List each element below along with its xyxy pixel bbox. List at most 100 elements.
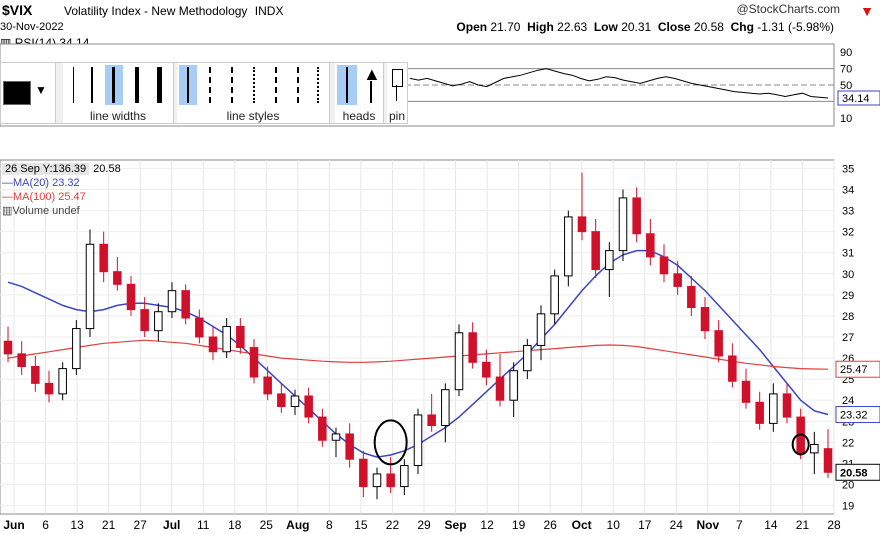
candle: [523, 339, 532, 380]
candle-body: [181, 290, 190, 319]
x-tick-label: 14: [764, 518, 778, 532]
candle-body: [99, 243, 108, 273]
candle-body: [386, 473, 395, 488]
candle: [687, 275, 696, 316]
width-1-option[interactable]: [73, 67, 74, 103]
width-4-option[interactable]: [135, 67, 139, 103]
style-dash2-option[interactable]: [231, 67, 233, 103]
ma20-legend: —MA(20) 23.32: [2, 177, 80, 189]
rsi-current-value: 34.14: [842, 93, 870, 105]
high-label: High: [527, 20, 554, 34]
candle-body: [195, 317, 204, 338]
open-label: Open: [456, 20, 488, 34]
ma100-legend: —MA(100) 25.47: [2, 191, 86, 203]
candle-body: [58, 368, 67, 395]
candle: [427, 393, 436, 432]
ma100-legend-label: MA(100): [13, 191, 56, 203]
x-tick-label: 13: [70, 518, 84, 532]
triangle-down-icon[interactable]: ▼: [860, 3, 874, 19]
high-value: 22.63: [557, 20, 588, 34]
price-ytick-label: 24: [842, 395, 854, 407]
price-ytick-label: 34: [842, 185, 854, 197]
x-tick-label: 7: [736, 518, 743, 532]
candle-body: [318, 416, 327, 441]
candle: [140, 296, 149, 337]
x-tick-label: 21: [796, 518, 810, 532]
candle-body: [700, 307, 710, 332]
ma20-badge-text: 23.32: [840, 410, 868, 422]
x-tick-label: 28: [827, 518, 841, 532]
index-name: Volatility Index - New Methodology: [64, 4, 248, 18]
price-ytick-label: 32: [842, 227, 854, 239]
annotation-toolbar: ▼ line widths line styles ▲ heads pin: [0, 62, 408, 124]
style-dash-option[interactable]: [209, 67, 211, 103]
candle: [195, 309, 204, 344]
color-swatch[interactable]: [3, 81, 31, 105]
candle: [482, 349, 491, 386]
annotation-ellipse-aug: [373, 419, 408, 466]
candle: [714, 320, 723, 363]
candle-body: [140, 309, 149, 332]
x-tick-label: Nov: [697, 518, 720, 532]
candle-body: [755, 401, 764, 424]
candle-body: [523, 344, 532, 372]
candle: [17, 341, 26, 375]
style-dot-option[interactable]: [253, 67, 255, 103]
candle-body: [17, 353, 26, 368]
volume-legend: ▥Volume undef: [2, 204, 121, 218]
line-widths-group[interactable]: line widths: [63, 63, 174, 123]
candle-body: [577, 216, 587, 233]
pin-group[interactable]: pin: [387, 63, 407, 123]
rsi-ytick-label: 70: [840, 64, 852, 76]
pin-icon[interactable]: [392, 69, 403, 87]
price-ytick-label: 31: [842, 248, 854, 260]
candle-body: [810, 443, 819, 454]
candle-body: [564, 216, 573, 277]
candle-body: [509, 370, 518, 401]
x-tick-label: Sep: [445, 518, 467, 532]
candle: [741, 368, 751, 409]
candle-body: [782, 393, 792, 418]
rsi-ytick-label: 10: [840, 113, 852, 125]
width-5-option[interactable]: [157, 67, 162, 103]
chart-name: Volatility Index - New Methodology INDX: [64, 4, 283, 18]
pin-label: pin: [388, 109, 405, 123]
line-styles-group[interactable]: line styles: [177, 63, 330, 123]
x-tick-label: 8: [326, 518, 333, 532]
candle-body: [427, 414, 436, 427]
candle: [591, 219, 600, 278]
candle: [154, 303, 163, 342]
width-2-option[interactable]: [91, 67, 93, 103]
candle: [413, 408, 423, 474]
candle-body: [769, 393, 778, 424]
style-longdash-option[interactable]: [297, 67, 299, 103]
color-picker[interactable]: ▼: [1, 63, 56, 123]
style-solid-option[interactable]: [187, 67, 189, 103]
rsi-line: [409, 68, 829, 99]
candle: [673, 261, 682, 295]
candle-body: [277, 393, 286, 408]
candle-body: [591, 231, 600, 271]
style-dot2-option[interactable]: [317, 67, 319, 103]
arrow-up-icon[interactable]: ▲: [363, 64, 381, 84]
candle: [755, 391, 764, 430]
x-tick-label: 15: [354, 518, 368, 532]
candle-body: [400, 465, 409, 488]
x-tick-label: 11: [197, 518, 210, 532]
ohlc-readout: Open 21.70 High 22.63 Low 20.31 Close 20…: [456, 20, 834, 34]
line-no-head-option[interactable]: [346, 67, 348, 103]
line-styles-label: line styles: [226, 109, 280, 123]
width-3-option[interactable]: [112, 67, 115, 103]
candle-body: [85, 243, 95, 330]
candle: [509, 362, 518, 418]
price-ytick-label: 28: [842, 311, 854, 323]
price-ytick-label: 19: [842, 501, 854, 513]
heads-group[interactable]: ▲ heads: [335, 63, 384, 123]
candle-body: [167, 290, 177, 313]
candle-body: [413, 414, 423, 467]
candle-body: [126, 283, 136, 311]
style-dashdot-option[interactable]: [275, 67, 277, 103]
chevron-down-icon[interactable]: ▼: [35, 83, 47, 97]
candle: [167, 282, 177, 319]
